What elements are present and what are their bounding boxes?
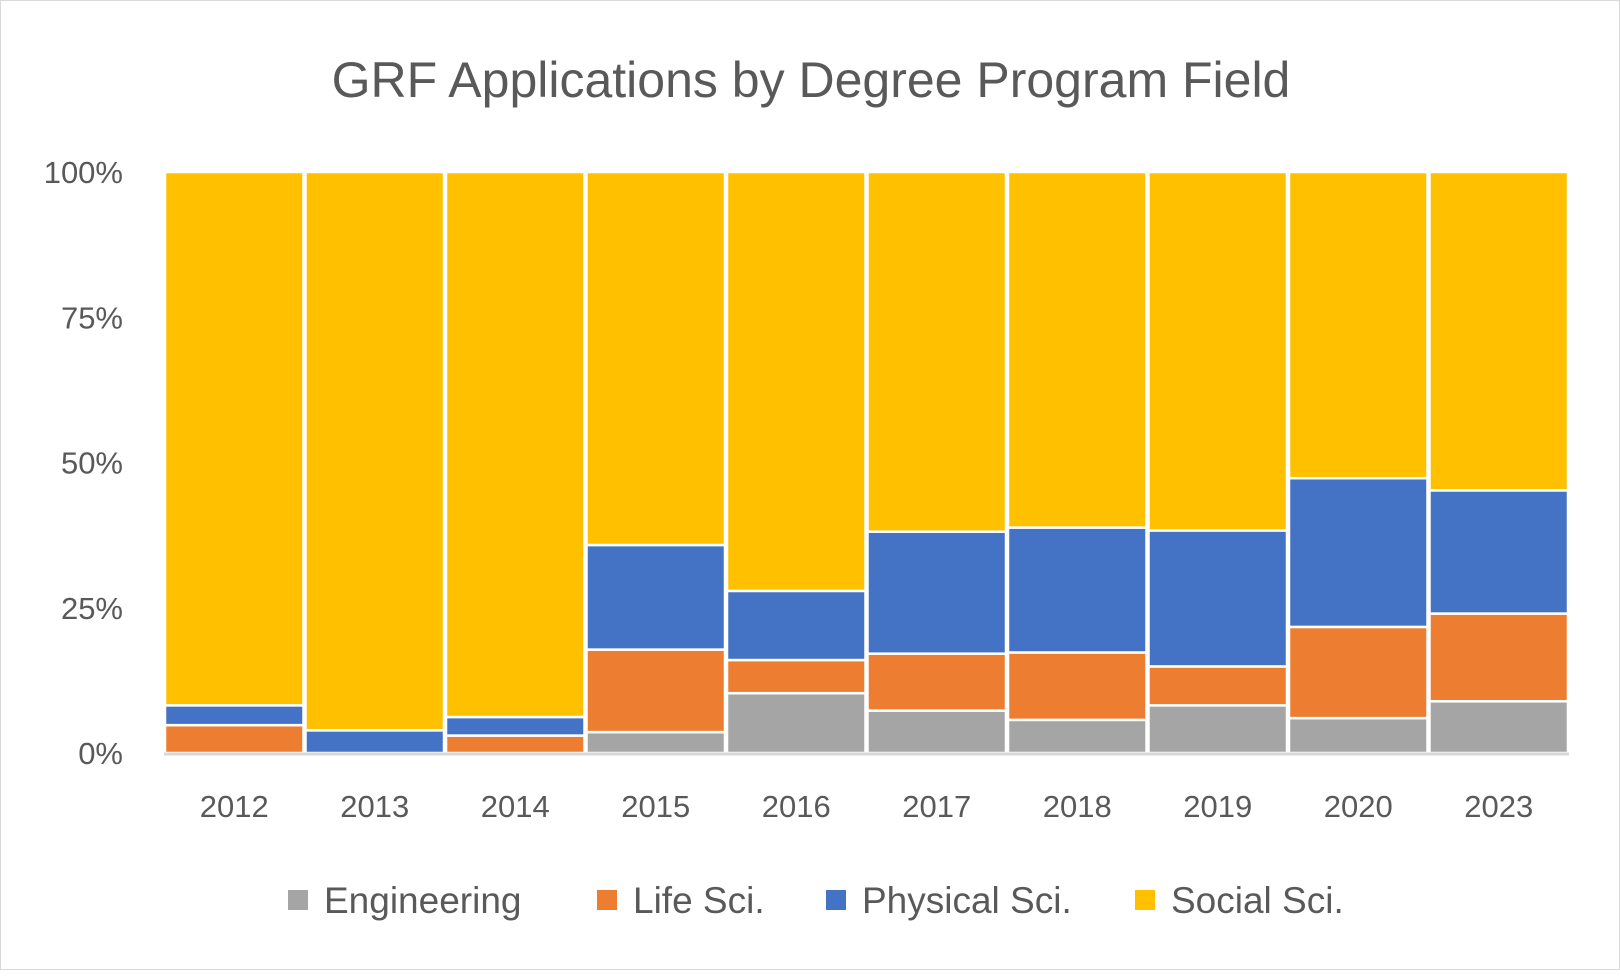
bar-segment-social-sci xyxy=(1428,170,1570,492)
bar-segment-social-sci xyxy=(304,170,446,732)
legend-swatch xyxy=(288,890,308,910)
bar-segment-social-sci xyxy=(1147,170,1289,532)
bar-segment-physical-sci xyxy=(444,715,586,737)
bar-segment-life-sci xyxy=(585,648,727,734)
x-tick-label: 2023 xyxy=(1464,789,1533,824)
legend-swatch xyxy=(826,890,846,910)
bar-segment-social-sci xyxy=(163,170,305,707)
x-tick-label: 2017 xyxy=(902,789,971,824)
y-tick-label: 25% xyxy=(61,591,123,626)
bar-segment-engineering xyxy=(1287,716,1429,755)
bar-segment-social-sci xyxy=(1287,170,1429,480)
bar-segment-engineering xyxy=(585,730,727,755)
x-tick-label: 2013 xyxy=(340,789,409,824)
chart-title: GRF Applications by Degree Program Field xyxy=(332,52,1291,108)
bar-segment-physical-sci xyxy=(1006,526,1148,654)
bar-segment-engineering xyxy=(1428,700,1570,755)
legend-swatch xyxy=(1135,890,1155,910)
y-tick-label: 50% xyxy=(61,446,123,481)
bar-segment-life-sci xyxy=(444,734,586,755)
y-tick-label: 0% xyxy=(78,736,123,771)
legend-swatch xyxy=(597,890,617,910)
x-tick-label: 2015 xyxy=(621,789,690,824)
legend-label: Engineering xyxy=(324,880,521,921)
bar-segment-physical-sci xyxy=(304,729,446,755)
x-tick-label: 2020 xyxy=(1324,789,1393,824)
bar-segment-physical-sci xyxy=(866,530,1008,655)
bar-segment-physical-sci xyxy=(1428,489,1570,615)
legend-label: Life Sci. xyxy=(633,880,765,921)
bar-segment-life-sci xyxy=(725,658,867,695)
bar-segment-social-sci xyxy=(444,170,586,719)
bar-segment-life-sci xyxy=(866,652,1008,712)
bar-segment-social-sci xyxy=(1006,170,1148,529)
bar-segment-social-sci xyxy=(725,170,867,593)
bar-segment-life-sci xyxy=(1147,665,1289,707)
bar-segment-physical-sci xyxy=(725,589,867,662)
bar-segment-engineering xyxy=(1006,718,1148,755)
x-tick-label: 2012 xyxy=(200,789,269,824)
bar-segment-life-sci xyxy=(1428,612,1570,703)
x-tick-label: 2018 xyxy=(1043,789,1112,824)
bar-segment-engineering xyxy=(725,691,867,755)
bar-segment-social-sci xyxy=(585,170,727,547)
bar-segment-life-sci xyxy=(1006,651,1148,722)
y-tick-label: 75% xyxy=(61,300,123,335)
x-tick-label: 2019 xyxy=(1183,789,1252,824)
bar-segment-social-sci xyxy=(866,170,1008,533)
legend-label: Social Sci. xyxy=(1171,880,1344,921)
bar-segment-physical-sci xyxy=(585,543,727,651)
bar-segment-life-sci xyxy=(163,723,305,755)
bar-segment-life-sci xyxy=(1287,625,1429,720)
bar-segment-engineering xyxy=(1147,704,1289,755)
bar-segment-physical-sci xyxy=(163,704,305,727)
bar-segment-physical-sci xyxy=(1287,476,1429,629)
bar-segment-engineering xyxy=(866,709,1008,755)
x-tick-label: 2016 xyxy=(762,789,831,824)
x-tick-label: 2014 xyxy=(481,789,550,824)
y-tick-label: 100% xyxy=(44,155,123,190)
bar-segment-physical-sci xyxy=(1147,529,1289,668)
legend-label: Physical Sci. xyxy=(862,880,1072,921)
